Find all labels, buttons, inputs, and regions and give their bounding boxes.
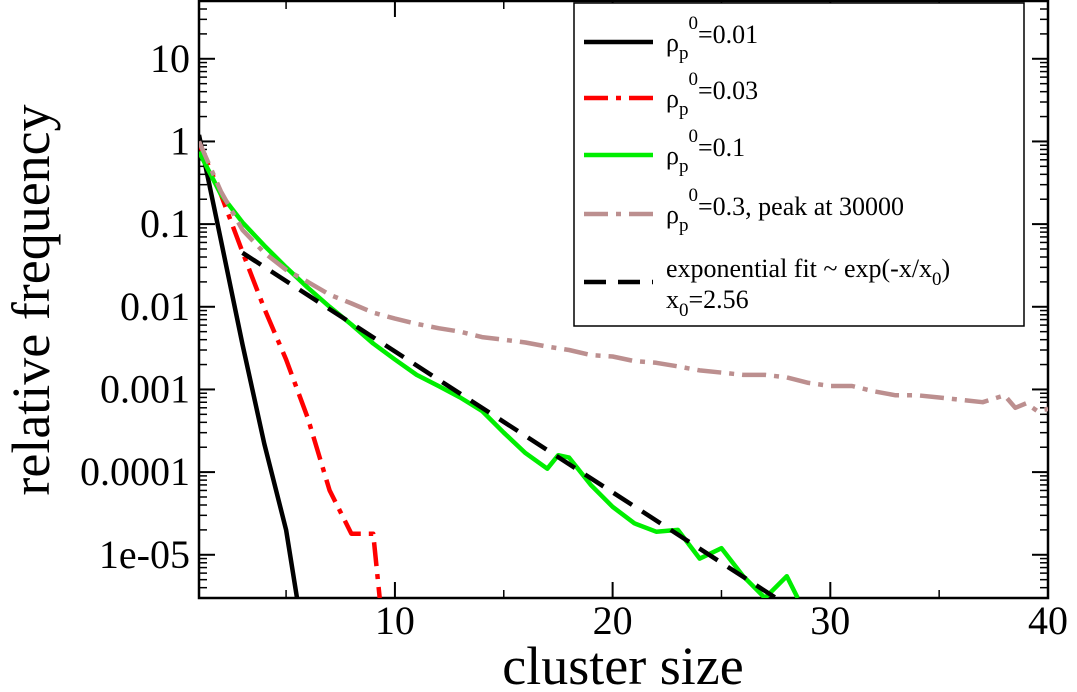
legend-label-part: p [679, 156, 689, 177]
y-tick-label: 1 [170, 118, 190, 163]
legend-label: x0​=2.56 [666, 285, 749, 321]
legend-label-part: p [679, 99, 689, 120]
legend-label: ρp​0​=0.3, peak at 30000 [666, 185, 904, 236]
y-tick-label: 0.001 [100, 366, 190, 411]
legend-label: ρp​0​=0.01 [666, 13, 758, 64]
plot-frame [197, 0, 1050, 600]
legend-label-part: ρ [666, 84, 679, 113]
legend-label-part: 0 [688, 69, 698, 90]
legend-label-part: =0.03 [698, 76, 758, 105]
x-tick-label: 20 [593, 598, 633, 643]
series-line-fit [241, 250, 778, 598]
legend-label-part: =0.1 [698, 133, 745, 162]
legend-label: ρp​0​=0.1 [666, 126, 745, 177]
series-line-rho01 [199, 150, 800, 598]
legend-label-part: ρ [666, 200, 679, 229]
x-tick-label: 30 [810, 598, 850, 643]
legend-label-part: 0 [932, 269, 942, 290]
x-tick-label: 10 [375, 598, 415, 643]
legend-label-part: ) [942, 254, 951, 283]
legend-label: exponential fit ~ exp(-x/x0​) [666, 254, 950, 290]
series-line-rho001 [199, 134, 300, 598]
y-tick-label: 10 [150, 36, 190, 81]
y-tick-label: 0.1 [140, 201, 190, 246]
legend-label-part: =0.01 [698, 20, 758, 49]
legend-label-part: 0 [679, 300, 689, 321]
series-line-rho03 [199, 140, 1048, 414]
y-tick-label: 1e-05 [99, 532, 190, 577]
y-tick-label: 0.0001 [80, 449, 190, 494]
legend-label-part: =0.3, peak at 30000 [698, 192, 904, 221]
legend-label-part: p [679, 215, 689, 236]
legend-label-part: exponential fit ~ exp(-x/x [666, 254, 932, 283]
legend-label-part: 0 [688, 13, 698, 34]
series-line-rho003 [199, 142, 382, 598]
legend-label-part: ρ [666, 141, 679, 170]
y-axis-label: relative frequency [1, 104, 61, 495]
x-tick-label: 40 [1028, 598, 1068, 643]
legend-label: ρp​0​=0.03 [666, 69, 758, 120]
legend-label-part: ρ [666, 28, 679, 57]
legend-label-part: p [679, 43, 689, 64]
legend-box [573, 2, 1025, 327]
legend-label-part: 0 [688, 126, 698, 147]
legend-label-part: =2.56 [689, 285, 749, 314]
y-tick-label: 0.01 [120, 284, 190, 329]
legend-label-part: x [666, 285, 679, 314]
legend-label-part: 0 [688, 185, 698, 206]
x-axis-label: cluster size [502, 636, 743, 692]
